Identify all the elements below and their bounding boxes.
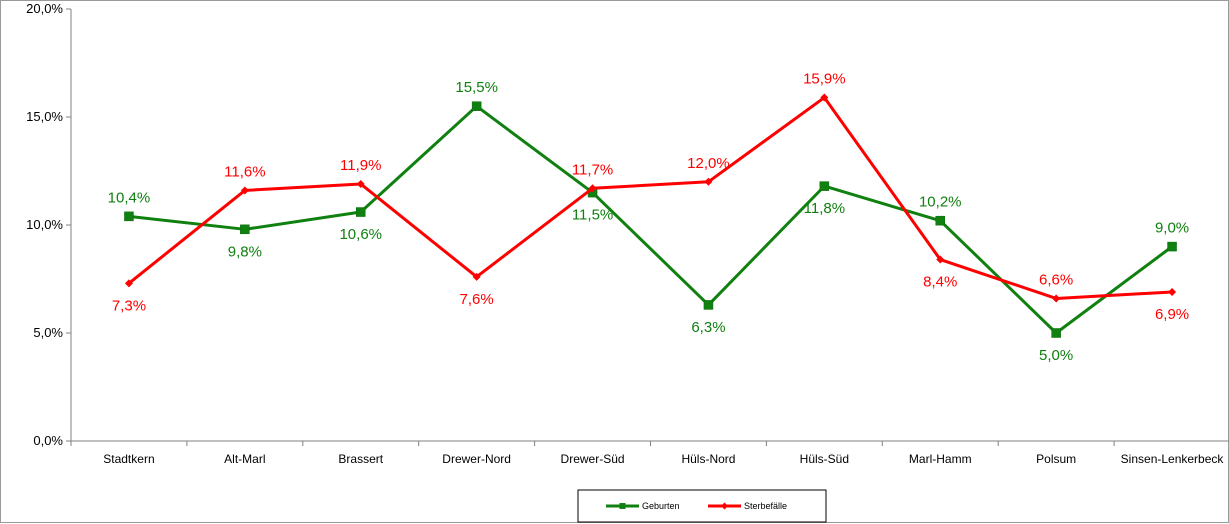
x-tick-label: Stadtkern [103, 452, 154, 466]
data-label: 7,6% [460, 291, 494, 308]
legend-marker [619, 503, 626, 509]
data-label: 9,0% [1155, 220, 1189, 237]
x-tick-label: Brassert [338, 452, 383, 466]
legend-label: Sterbefälle [744, 501, 787, 511]
y-tick-label: 0,0% [33, 433, 63, 448]
data-label: 11,5% [572, 207, 613, 224]
data-label: 11,7% [572, 161, 613, 178]
y-tick-label: 20,0% [26, 1, 63, 16]
x-tick-label: Alt-Marl [224, 452, 265, 466]
data-label: 15,9% [803, 71, 846, 88]
data-label: 7,3% [112, 297, 146, 314]
data-label: 6,9% [1155, 306, 1189, 323]
data-point [820, 93, 829, 102]
x-tick-label: Sinsen-Lenkerbeck [1121, 452, 1225, 466]
y-tick-label: 10,0% [26, 217, 63, 232]
data-label: 9,8% [228, 243, 262, 260]
x-tick-label: Hüls-Süd [800, 452, 849, 466]
data-point [1051, 328, 1061, 338]
data-point [935, 215, 945, 226]
x-tick-label: Drewer-Süd [561, 452, 625, 466]
data-label: 11,9% [340, 157, 381, 174]
data-point [1168, 287, 1177, 296]
data-point [356, 179, 365, 188]
data-point [240, 224, 250, 235]
data-label: 15,5% [455, 79, 498, 96]
data-label: 8,4% [923, 274, 957, 291]
data-point [240, 186, 249, 195]
y-tick-label: 15,0% [26, 109, 63, 124]
data-point [1167, 241, 1177, 252]
x-tick-label: Marl-Hamm [909, 452, 972, 466]
data-label: 6,3% [691, 319, 725, 336]
data-point [703, 300, 714, 310]
data-label: 10,4% [108, 189, 151, 206]
data-label: 11,6% [224, 163, 265, 180]
data-point [124, 279, 133, 288]
data-label: 11,8% [804, 200, 845, 217]
data-label: 10,2% [919, 194, 962, 211]
data-label: 6,6% [1039, 271, 1073, 288]
data-point [1052, 294, 1061, 303]
legend-label: Geburten [642, 501, 680, 511]
x-tick-label: Hüls-Nord [681, 452, 735, 466]
data-point [356, 207, 366, 217]
data-point [588, 184, 597, 193]
x-tick-label: Drewer-Nord [442, 452, 511, 466]
data-point [124, 211, 134, 222]
legend-marker [721, 502, 728, 510]
data-point [471, 101, 482, 111]
series-line-Geburten [128, 104, 1173, 335]
data-point [936, 255, 945, 264]
x-tick-label: Polsum [1036, 452, 1076, 466]
series-line-Sterbefälle [128, 96, 1173, 300]
data-point [472, 272, 481, 281]
data-point [704, 177, 713, 186]
data-label: 5,0% [1039, 347, 1073, 364]
data-label: 10,6% [339, 226, 382, 243]
data-label: 12,0% [687, 155, 730, 172]
data-point [819, 181, 830, 191]
y-tick-label: 5,0% [33, 325, 63, 340]
